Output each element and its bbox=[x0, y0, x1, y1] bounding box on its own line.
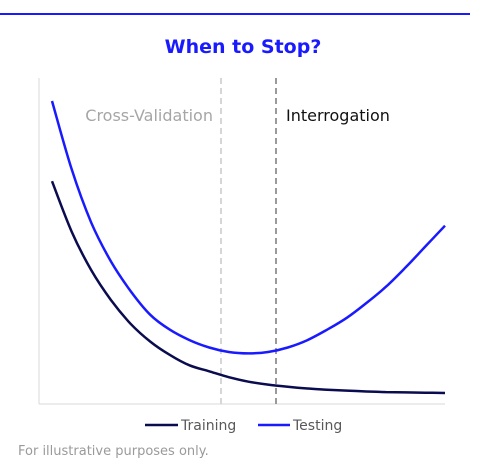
training-series-line bbox=[50, 180, 446, 395]
legend: Training Testing bbox=[145, 418, 342, 434]
footnote: For illustrative purposes only. bbox=[18, 444, 209, 459]
interrogation-label: Interrogation bbox=[286, 106, 390, 125]
testing-series-line bbox=[50, 100, 446, 355]
chart-title: When to Stop? bbox=[164, 36, 322, 58]
legend-training-label: Training bbox=[180, 418, 236, 434]
header-rule bbox=[0, 13, 470, 15]
legend-testing-label: Testing bbox=[292, 418, 342, 434]
cross-validation-label: Cross-Validation bbox=[85, 106, 213, 125]
